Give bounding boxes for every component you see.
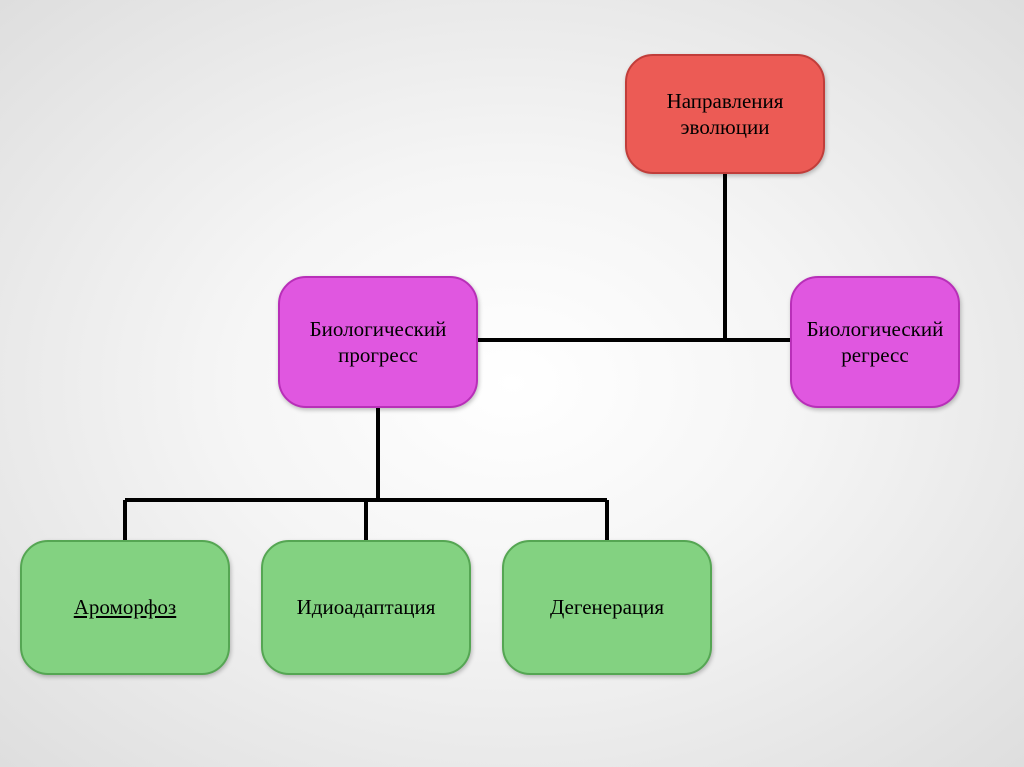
node-degen: Дегенерация — [502, 540, 712, 675]
diagram-canvas: Направления эволюции Биологический прогр… — [0, 0, 1024, 767]
node-regress-label: Биологический регресс — [802, 316, 948, 369]
node-root-label: Направления эволюции — [637, 88, 813, 141]
node-idio: Идиоадаптация — [261, 540, 471, 675]
node-aromorphoz: Ароморфоз — [20, 540, 230, 675]
node-idio-label: Идиоадаптация — [297, 594, 436, 620]
node-progress-label: Биологический прогресс — [290, 316, 466, 369]
node-aromorphoz-label: Ароморфоз — [74, 594, 176, 620]
node-degen-label: Дегенерация — [550, 594, 664, 620]
node-root: Направления эволюции — [625, 54, 825, 174]
node-regress: Биологический регресс — [790, 276, 960, 408]
node-progress: Биологический прогресс — [278, 276, 478, 408]
